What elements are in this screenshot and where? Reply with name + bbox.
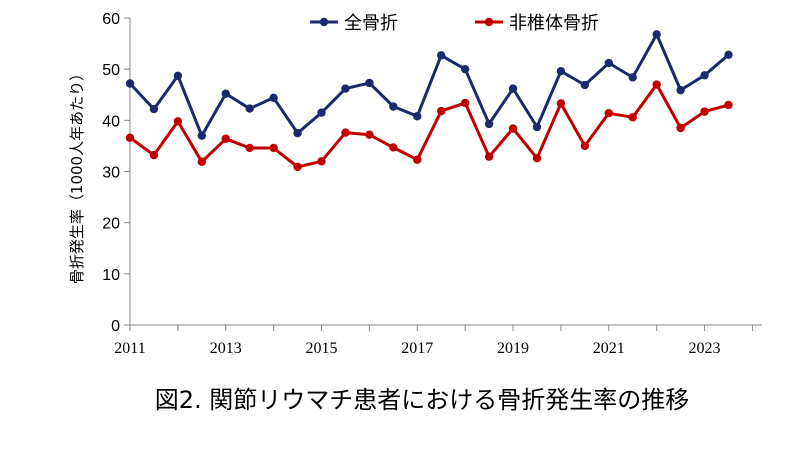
data-point <box>317 108 326 117</box>
data-point <box>508 124 518 133</box>
y-tick-label: 60 <box>102 11 120 28</box>
data-point <box>269 93 278 103</box>
data-point <box>197 131 207 140</box>
data-point <box>413 155 422 164</box>
axes <box>129 18 762 326</box>
series-1 <box>125 30 733 140</box>
data-point <box>317 157 326 166</box>
data-point <box>580 80 590 90</box>
series-group <box>125 30 733 172</box>
x-tick-label: 2021 <box>593 340 625 357</box>
data-point <box>628 113 637 122</box>
series-line <box>129 83 729 169</box>
data-point <box>437 106 446 116</box>
data-point <box>245 104 254 113</box>
data-point <box>484 119 494 129</box>
data-point <box>532 122 542 132</box>
data-point <box>652 80 661 89</box>
data-point <box>269 143 278 153</box>
data-point <box>413 112 422 121</box>
y-tick-label: 30 <box>102 165 120 182</box>
y-tick-label: 10 <box>102 267 120 284</box>
data-point <box>173 117 183 126</box>
x-tick-label: 2013 <box>210 340 242 357</box>
data-point <box>700 71 709 80</box>
data-point <box>293 128 302 138</box>
x-tick-label: 2015 <box>306 340 338 357</box>
data-point <box>532 153 542 163</box>
data-point <box>149 104 159 114</box>
data-point <box>676 85 685 95</box>
legend-item-2: 非椎体骨折 <box>475 13 599 34</box>
x-tick-label: 2023 <box>689 340 721 357</box>
data-point <box>628 73 637 82</box>
y-tick-label: 0 <box>111 318 120 335</box>
data-point <box>700 107 709 116</box>
data-point <box>389 102 398 111</box>
data-point <box>293 162 302 172</box>
data-point <box>676 123 685 133</box>
legend-marker <box>319 17 329 27</box>
data-point <box>508 84 518 93</box>
data-point <box>221 89 230 98</box>
data-point <box>484 152 494 161</box>
data-point <box>724 100 733 110</box>
data-point <box>460 64 470 74</box>
y-axis-ticks: 0 10 20 30 40 50 60 <box>102 11 130 335</box>
data-point <box>341 84 350 93</box>
data-point <box>125 79 135 88</box>
data-point <box>580 141 590 151</box>
y-axis-label: 骨折発生率（1000人年あたり） <box>68 66 86 284</box>
data-point <box>556 67 566 76</box>
data-point <box>149 150 159 160</box>
data-point <box>389 143 398 152</box>
data-point <box>221 134 230 143</box>
y-tick-label: 40 <box>102 113 120 130</box>
series-line <box>128 32 730 138</box>
x-axis-ticks: 2011 2013 2015 2017 2019 2021 2023 <box>114 325 753 357</box>
y-tick-label: 20 <box>102 216 120 233</box>
data-point <box>245 143 254 153</box>
legend-item-1: 全骨折 <box>310 13 398 34</box>
legend-label: 非椎体骨折 <box>509 13 599 34</box>
data-point <box>724 50 733 60</box>
data-point <box>460 98 470 108</box>
legend: 全骨折 非椎体骨折 <box>310 13 599 34</box>
data-point <box>341 128 350 137</box>
data-point <box>556 99 566 108</box>
x-tick-label: 2019 <box>497 340 529 357</box>
data-point <box>197 157 207 166</box>
data-point <box>437 51 446 60</box>
legend-label: 全骨折 <box>344 13 398 34</box>
data-point <box>365 130 374 139</box>
y-tick-label: 50 <box>102 62 120 79</box>
legend-marker <box>484 17 494 27</box>
data-point <box>652 30 661 39</box>
data-point <box>604 58 613 68</box>
series-2 <box>125 80 733 172</box>
data-point <box>604 108 613 118</box>
x-tick-label: 2017 <box>401 340 433 357</box>
data-point <box>125 133 135 142</box>
figure-caption: 図2. 関節リウマチ患者における骨折発生率の推移 <box>155 386 690 414</box>
data-point <box>365 78 374 88</box>
data-point <box>173 71 183 81</box>
x-tick-label: 2011 <box>114 340 145 357</box>
